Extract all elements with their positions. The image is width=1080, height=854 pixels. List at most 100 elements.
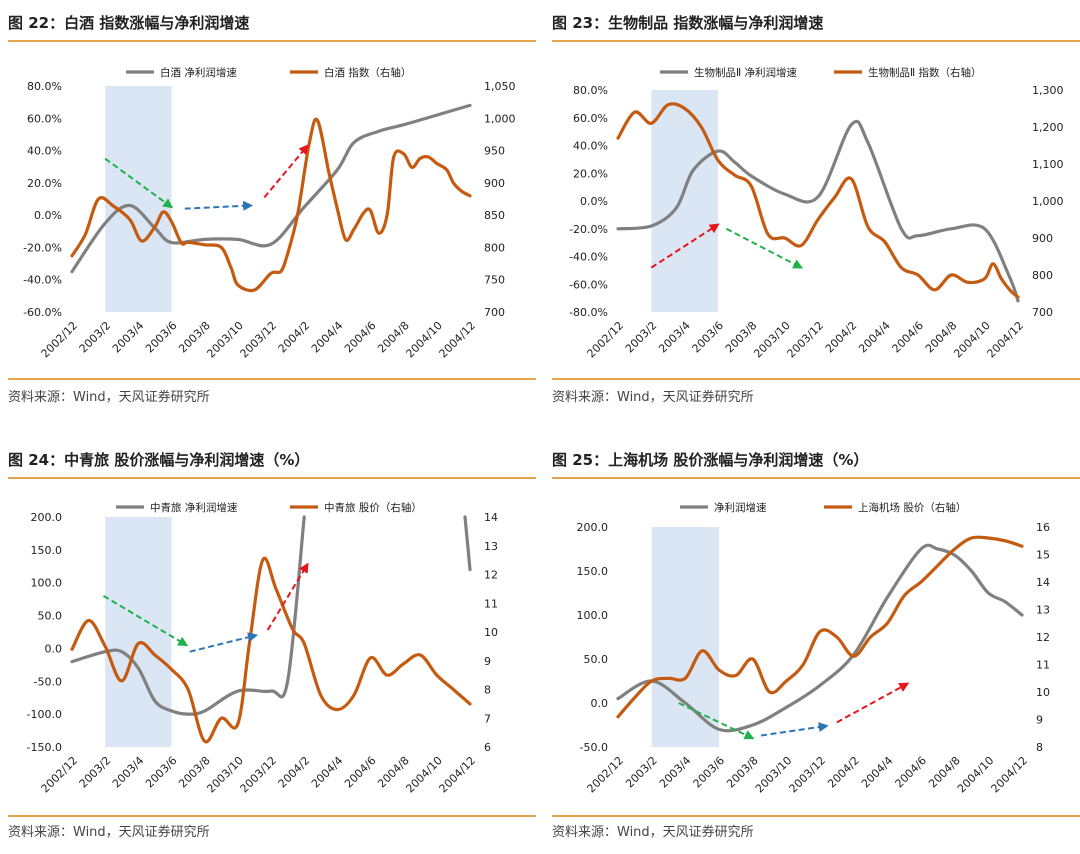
divider (8, 477, 536, 479)
y-left-tick-label: 0.0 (45, 642, 63, 655)
y-left-tick-label: -20.0% (569, 223, 608, 236)
y-left-tick-label: -40.0% (569, 251, 608, 264)
y-left-tick-label: -50.0 (34, 675, 62, 688)
x-tick-label: 2003/12 (238, 754, 280, 796)
y-left-tick-label: 100.0 (577, 609, 609, 622)
x-tick-label: 2003/6 (143, 754, 180, 791)
shaded-period (651, 90, 718, 312)
y-right-tick-label: 15 (1036, 549, 1050, 562)
x-tick-label: 2002/12 (39, 754, 81, 796)
series-line-orange (616, 102, 1020, 299)
y-right-tick-label: 11 (1036, 659, 1050, 672)
x-tick-label: 2003/2 (77, 319, 114, 356)
source-note: 资料来源：Wind，天风证券研究所 (552, 390, 754, 405)
x-tick-label: 2002/12 (39, 319, 81, 361)
x-tick-label: 2004/2 (276, 754, 313, 791)
series-line-grey (70, 515, 306, 716)
panel-25: 图 25：上海机场 股价涨幅与净利润增速（%） -50.0 0.0 50.0 100.… (552, 445, 1080, 850)
x-tick-label: 2004/12 (437, 319, 479, 361)
x-tick-label: 2003/4 (110, 754, 147, 791)
y-right-tick-label: 12 (1036, 631, 1050, 644)
y-left-tick-label: 0.0% (580, 195, 608, 208)
chart-title: 图 23：生物制品 指数涨幅与净利润增速 (552, 14, 824, 32)
y-right-tick-label: 8 (1036, 741, 1043, 754)
x-tick-label: 2004/2 (825, 754, 862, 791)
legend-label: 白酒 指数（右轴） (324, 66, 411, 79)
blue-arrow (189, 632, 259, 653)
blue-arrow (760, 722, 829, 737)
x-tick-label: 2003/12 (238, 319, 280, 361)
x-tick-label: 2004/4 (859, 754, 896, 791)
series-line-grey (616, 119, 1020, 303)
x-tick-label: 2002/12 (585, 319, 627, 361)
y-right-tick-label: 13 (484, 540, 498, 553)
chart-svg: -50.0 0.0 50.0 100.0 150.0 200.0 8 9 10 11 12 13 14 1… (577, 501, 1051, 796)
green-arrow (725, 227, 804, 269)
series-line-orange (70, 117, 472, 293)
chart-title: 图 25：上海机场 股价涨幅与净利润增速（%） (552, 451, 869, 469)
y-right-tick-label: 7 (484, 712, 491, 725)
y-left-tick-label: -100.0 (27, 708, 62, 721)
y-left-tick-label: -20.0% (23, 241, 62, 254)
chart-svg: -60.0% -40.0% -20.0% 0.0% 20.0% 40.0% 60.0% 80.… (23, 66, 516, 361)
y-right-tick-label: 10 (484, 626, 498, 639)
shaded-period (105, 517, 172, 747)
y-right-tick-label: 1,100 (1032, 158, 1064, 171)
series-line-grey (463, 515, 472, 572)
divider (552, 40, 1080, 42)
y-right-tick-label: 850 (484, 209, 505, 222)
y-left-tick-label: -150.0 (27, 741, 62, 754)
x-tick-label: 2004/12 (985, 319, 1027, 361)
y-left-tick-label: -60.0% (23, 306, 62, 319)
y-left-tick-label: -80.0% (569, 306, 608, 319)
y-right-tick-label: 9 (484, 655, 491, 668)
divider (552, 378, 1080, 380)
divider (8, 815, 536, 817)
y-left-tick-label: 0.0% (34, 209, 62, 222)
source-note: 资料来源：Wind，天风证券研究所 (8, 825, 210, 840)
x-tick-label: 2004/4 (309, 319, 346, 356)
y-right-tick-label: 950 (484, 145, 505, 158)
legend-label: 生物制品Ⅱ 指数（右轴） (868, 66, 982, 79)
divider (552, 815, 1080, 817)
legend-label: 白酒 净利润增速 (160, 66, 237, 79)
x-tick-label: 2003/6 (691, 754, 728, 791)
y-left-tick-label: 60.0% (573, 112, 608, 125)
x-tick-label: 2004/2 (276, 319, 313, 356)
legend-label: 中青旅 股价（右轴） (324, 501, 422, 514)
y-left-tick-label: 100.0 (31, 577, 63, 590)
legend-label: 中青旅 净利润增速 (150, 501, 238, 514)
y-right-tick-label: 900 (484, 177, 505, 190)
y-right-tick-label: 1,050 (484, 80, 516, 93)
y-right-tick-label: 9 (1036, 714, 1043, 727)
y-right-tick-label: 14 (1036, 576, 1050, 589)
series-line-orange (70, 556, 472, 744)
shaded-period (651, 527, 719, 747)
x-tick-label: 2002/12 (585, 754, 627, 796)
x-tick-label: 2003/6 (143, 319, 180, 356)
panel-24: 图 24：中青旅 股价涨幅与净利润增速（%） -150.0 -100.0 -50.0… (8, 445, 536, 850)
red-arrow (836, 682, 910, 724)
y-right-tick-label: 800 (484, 241, 505, 254)
y-left-tick-label: 80.0% (27, 80, 62, 93)
x-tick-label: 2003/2 (623, 754, 660, 791)
panel-23: 图 23：生物制品 指数涨幅与净利润增速 -80.0% -60.0% -40.0% -… (552, 8, 1080, 413)
chart-title: 图 22：白酒 指数涨幅与净利润增速 (8, 14, 250, 32)
x-tick-label: 2003/2 (623, 319, 660, 356)
blue-arrow (184, 200, 254, 211)
y-left-tick-label: 150.0 (577, 565, 609, 578)
series-line-grey (70, 103, 472, 274)
y-left-tick-label: 200.0 (577, 521, 609, 534)
y-left-tick-label: 0.0 (591, 697, 609, 710)
x-tick-label: 2004/6 (342, 319, 379, 356)
y-right-tick-label: 900 (1032, 232, 1053, 245)
y-left-tick-label: -40.0% (23, 274, 62, 287)
red-arrow (263, 144, 309, 199)
x-tick-label: 2003/12 (787, 754, 829, 796)
legend-label: 生物制品Ⅱ 净利润增速 (694, 66, 798, 79)
x-tick-label: 2003/4 (657, 754, 694, 791)
y-left-tick-label: 60.0% (27, 112, 62, 125)
green-arrow (104, 157, 174, 209)
x-tick-label: 2003/4 (656, 319, 693, 356)
y-right-tick-label: 12 (484, 569, 498, 582)
